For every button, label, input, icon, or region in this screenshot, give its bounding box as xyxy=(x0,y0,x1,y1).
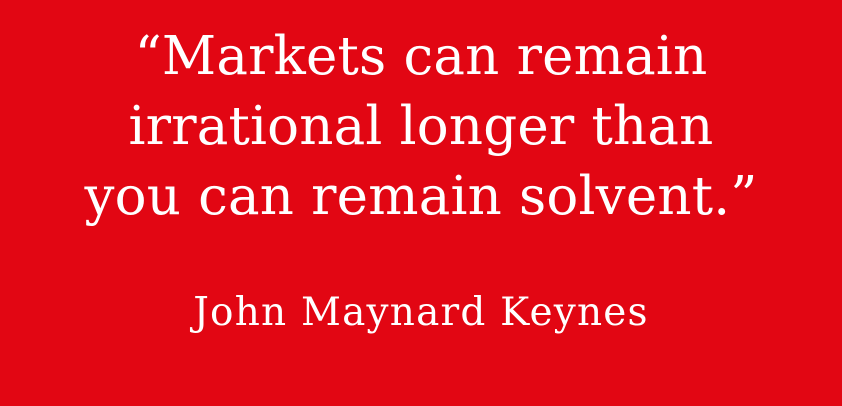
quote-text: “Markets can remain irrational longer th… xyxy=(0,22,842,232)
quote-line-2: irrational longer than xyxy=(128,96,714,157)
quote-line-3: you can remain solvent.” xyxy=(84,166,758,227)
quote-author: John Maynard Keynes xyxy=(193,290,649,335)
quote-line-1: “Markets can remain xyxy=(134,26,708,87)
